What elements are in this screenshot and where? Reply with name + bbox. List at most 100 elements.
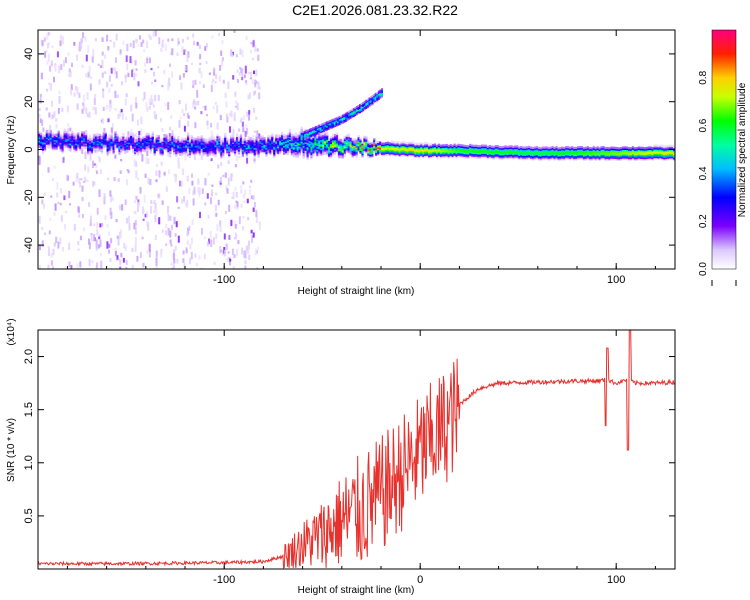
heatmap-band-cell xyxy=(324,135,327,138)
heatmap-band-cell xyxy=(220,152,223,155)
heatmap-band-cell xyxy=(320,137,323,140)
heatmap-band-cell xyxy=(81,131,84,134)
heatmap-branch-cell xyxy=(377,90,380,93)
heatmap-band-cell xyxy=(230,148,233,151)
heatmap-branch-cell xyxy=(319,128,322,131)
heatmap-band-cell xyxy=(310,155,313,159)
heatmap-band-cell xyxy=(671,157,674,160)
heatmap-branch-cell xyxy=(330,119,333,122)
heatmap-noise-cell xyxy=(243,74,246,78)
heatmap-band-cell xyxy=(500,153,503,156)
heatmap-band-cell xyxy=(386,141,390,144)
heatmap-noise-cell xyxy=(39,264,41,269)
heatmap-band-cell xyxy=(232,139,235,142)
heatmap-band-cell xyxy=(318,154,321,157)
heatmap-band-cell xyxy=(343,140,346,143)
heatmap-branch-cell xyxy=(344,114,347,117)
heatmap-band-cell xyxy=(592,153,595,156)
heatmap-band-cell xyxy=(449,144,452,147)
heatmap-band-cell xyxy=(308,153,311,156)
heatmap-band-cell xyxy=(628,158,631,161)
heatmap-band-cell xyxy=(506,157,509,160)
heatmap-band-cell xyxy=(247,146,250,149)
heatmap-band-cell xyxy=(294,142,297,145)
heatmap-noise-cell xyxy=(127,131,130,136)
heatmap-band-cell xyxy=(506,155,509,158)
heatmap-band-cell xyxy=(557,154,560,157)
heatmap-band-cell xyxy=(102,135,105,138)
heatmap-band-cell xyxy=(224,132,227,135)
heatmap-noise-cell xyxy=(110,84,113,87)
heatmap-branch-cell xyxy=(313,128,316,131)
heatmap-noise-cell xyxy=(187,120,190,127)
heatmap-band-cell xyxy=(267,135,270,138)
heatmap-band-cell xyxy=(612,151,615,154)
heatmap-noise-cell xyxy=(252,232,255,238)
heatmap-branch-cell xyxy=(316,125,319,128)
heatmap-branch-cell xyxy=(343,113,346,116)
heatmap-noise-cell xyxy=(244,265,247,269)
heatmap-band-cell xyxy=(573,149,576,152)
heatmap-band-cell xyxy=(151,144,154,147)
heatmap-band-cell xyxy=(606,151,609,154)
heatmap-band-cell xyxy=(94,136,97,139)
heatmap-band-cell xyxy=(643,155,646,158)
heatmap-band-cell xyxy=(67,139,70,143)
heatmap-band-cell xyxy=(486,145,489,148)
heatmap-noise-cell xyxy=(117,258,120,261)
heatmap-band-cell xyxy=(267,140,270,144)
heatmap-band-cell xyxy=(71,135,74,138)
heatmap-band-cell xyxy=(335,148,339,151)
heatmap-noise-cell xyxy=(106,34,109,42)
heatmap-band-cell xyxy=(633,158,636,161)
heatmap-band-cell xyxy=(177,146,180,149)
heatmap-band-cell xyxy=(232,146,235,149)
heatmap-band-cell xyxy=(110,137,113,140)
heatmap-band-cell xyxy=(243,137,246,140)
heatmap-band-cell xyxy=(273,154,276,157)
heatmap-band-cell xyxy=(96,135,99,138)
heatmap-branch-cell xyxy=(351,110,354,113)
heatmap-band-cell xyxy=(187,141,190,144)
heatmap-band-cell xyxy=(535,146,538,149)
heatmap-band-cell xyxy=(602,153,605,156)
heatmap-band-cell xyxy=(588,152,591,155)
heatmap-noise-cell xyxy=(165,230,168,235)
heatmap-band-cell xyxy=(622,152,625,155)
heatmap-band-cell xyxy=(255,143,258,146)
heatmap-band-cell xyxy=(138,141,141,144)
heatmap-branch-cell xyxy=(377,93,380,96)
heatmap-band-cell xyxy=(424,150,427,154)
heatmap-branch-cell xyxy=(340,122,343,125)
heatmap-band-cell xyxy=(653,151,656,154)
heatmap-band-cell xyxy=(224,138,227,141)
heatmap-band-cell xyxy=(65,132,68,135)
heatmap-band-cell xyxy=(492,153,495,156)
heatmap-band-cell xyxy=(512,153,515,156)
heatmap-noise-cell xyxy=(184,65,187,71)
heatmap-band-cell xyxy=(285,135,288,138)
heatmap-band-cell xyxy=(41,151,45,154)
heatmap-band-cell xyxy=(96,148,99,151)
heatmap-band-cell xyxy=(365,139,368,142)
heatmap-band-cell xyxy=(275,150,278,153)
heatmap-noise-cell xyxy=(140,116,143,125)
heatmap-band-cell xyxy=(479,149,482,152)
heatmap-band-cell xyxy=(283,139,286,142)
heatmap-noise-cell xyxy=(239,119,242,123)
heatmap-band-cell xyxy=(237,138,241,141)
heatmap-band-cell xyxy=(179,149,182,152)
heatmap-band-cell xyxy=(549,155,552,158)
heatmap-band-cell xyxy=(145,134,148,137)
heatmap-branch-cell xyxy=(381,95,383,98)
heatmap-band-cell xyxy=(286,136,290,139)
heatmap-band-cell xyxy=(296,143,299,146)
heatmap-band-cell xyxy=(353,153,356,156)
heatmap-band-cell xyxy=(571,154,574,157)
heatmap-band-cell xyxy=(361,148,364,151)
heatmap-band-cell xyxy=(469,145,472,148)
heatmap-noise-cell xyxy=(226,188,229,194)
heatmap-noise-cell xyxy=(77,206,80,212)
heatmap-band-cell xyxy=(198,143,201,146)
heatmap-band-cell xyxy=(304,141,307,144)
